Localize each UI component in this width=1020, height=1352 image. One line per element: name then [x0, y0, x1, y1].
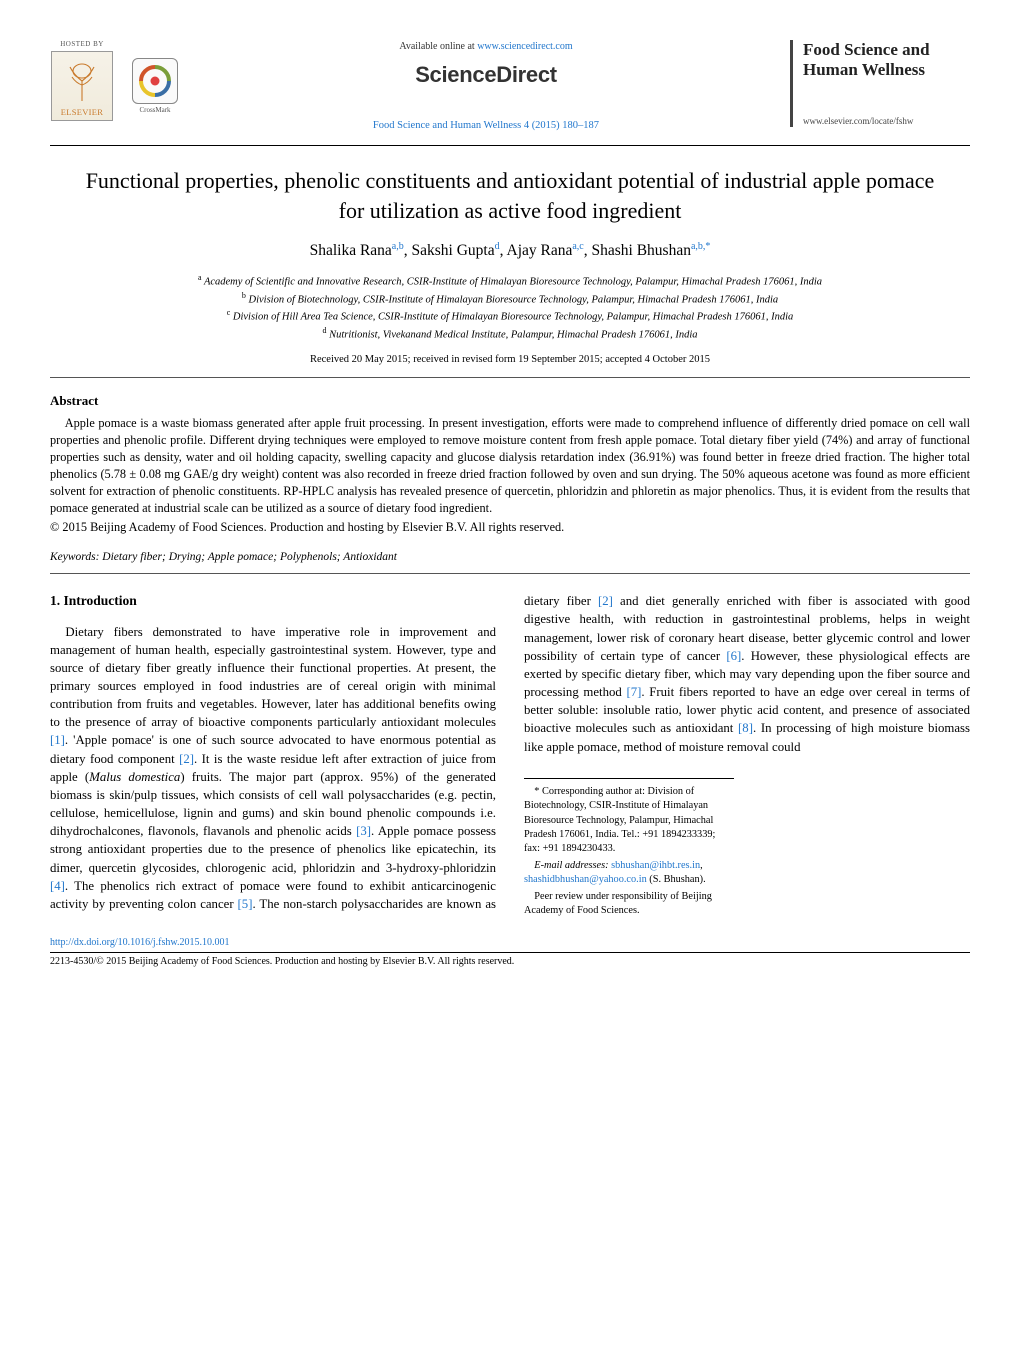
author-2[interactable]: Sakshi Guptad	[412, 242, 500, 259]
journal-locate-url[interactable]: www.elsevier.com/locate/fshw	[803, 115, 970, 127]
elsevier-block: HOSTED BY ELSEVIER	[50, 40, 114, 121]
header-right: Food Science and Human Wellness www.else…	[790, 40, 970, 127]
author-4[interactable]: Shashi Bhushana,b,*	[592, 242, 711, 259]
corresponding-author-note: * Corresponding author at: Division of B…	[524, 785, 734, 857]
rule-below-keywords	[50, 573, 970, 574]
article-dates: Received 20 May 2015; received in revise…	[50, 353, 970, 367]
abstract-body: Apple pomace is a waste biomass generate…	[50, 415, 970, 517]
section-1-heading: 1. Introduction	[50, 592, 496, 610]
crossmark-label: CrossMark	[139, 106, 170, 115]
peer-review-note: Peer review under responsibility of Beij…	[524, 890, 734, 919]
header-center: Available online at www.sciencedirect.co…	[202, 40, 770, 133]
intro-para-1: Dietary fibers demonstrated to have impe…	[50, 592, 970, 918]
keywords-line: Keywords: Dietary fiber; Drying; Apple p…	[50, 550, 970, 566]
ref-1[interactable]: [1]	[50, 733, 65, 747]
email-1[interactable]: sbhushan@ihbt.res.in	[611, 860, 700, 871]
crossmark-block[interactable]: CrossMark	[128, 58, 182, 115]
keywords-label: Keywords:	[50, 551, 99, 563]
available-prefix: Available online at	[399, 41, 477, 52]
abstract-copyright: © 2015 Beijing Academy of Food Sciences.…	[50, 519, 970, 536]
ref-6[interactable]: [6]	[726, 649, 741, 663]
affiliation-d: d Nutritionist, Vivekanand Medical Insti…	[50, 325, 970, 343]
journal-header: HOSTED BY ELSEVIER CrossMark Available o…	[50, 40, 970, 145]
elsevier-logo[interactable]: ELSEVIER	[51, 51, 113, 121]
affiliation-b: b Division of Biotechnology, CSIR-Instit…	[50, 290, 970, 308]
ref-4[interactable]: [4]	[50, 879, 65, 893]
elsevier-tree-icon	[58, 59, 106, 107]
email-2[interactable]: shashidbhushan@yahoo.co.in	[524, 874, 647, 885]
author-3[interactable]: Ajay Ranaa,c	[507, 242, 584, 259]
body-two-column: 1. Introduction Dietary fibers demonstra…	[50, 592, 970, 918]
elsevier-wordmark: ELSEVIER	[61, 107, 104, 118]
abstract-heading: Abstract	[50, 392, 970, 410]
crossmark-icon	[132, 58, 178, 104]
ref-5[interactable]: [5]	[238, 897, 253, 911]
page-footer: http://dx.doi.org/10.1016/j.fshw.2015.10…	[50, 936, 970, 968]
header-left-logos: HOSTED BY ELSEVIER CrossMark	[50, 40, 182, 121]
author-list: Shalika Ranaa,b, Sakshi Guptad, Ajay Ran…	[50, 240, 970, 262]
journal-citation[interactable]: Food Science and Human Wellness 4 (2015)…	[373, 119, 599, 133]
available-online: Available online at www.sciencedirect.co…	[399, 40, 572, 54]
affiliations: a Academy of Scientific and Innovative R…	[50, 272, 970, 343]
email-line: E-mail addresses: sbhushan@ihbt.res.in, …	[524, 859, 734, 888]
sciencedirect-wordmark: ScienceDirect	[415, 60, 557, 90]
article-title: Functional properties, phenolic constitu…	[80, 166, 940, 225]
ref-7[interactable]: [7]	[626, 685, 641, 699]
ref-2b[interactable]: [2]	[598, 594, 613, 608]
affiliation-c: c Division of Hill Area Tea Science, CSI…	[50, 307, 970, 325]
ref-3[interactable]: [3]	[356, 824, 371, 838]
rule-bottom	[50, 952, 970, 953]
author-1[interactable]: Shalika Ranaa,b	[310, 242, 404, 259]
rule-top	[50, 145, 970, 146]
issn-copyright: 2213-4530/© 2015 Beijing Academy of Food…	[50, 955, 970, 969]
hosted-by-label: HOSTED BY	[60, 40, 104, 49]
ref-2[interactable]: [2]	[179, 752, 194, 766]
footnotes-block: * Corresponding author at: Division of B…	[524, 778, 734, 919]
ref-8[interactable]: [8]	[738, 721, 753, 735]
sciencedirect-url-link[interactable]: www.sciencedirect.com	[477, 41, 572, 52]
doi-link[interactable]: http://dx.doi.org/10.1016/j.fshw.2015.10…	[50, 937, 229, 948]
journal-title: Food Science and Human Wellness	[803, 40, 970, 79]
affiliation-a: a Academy of Scientific and Innovative R…	[50, 272, 970, 290]
keywords-text: Dietary fiber; Drying; Apple pomace; Pol…	[99, 551, 397, 563]
rule-above-abstract	[50, 377, 970, 378]
